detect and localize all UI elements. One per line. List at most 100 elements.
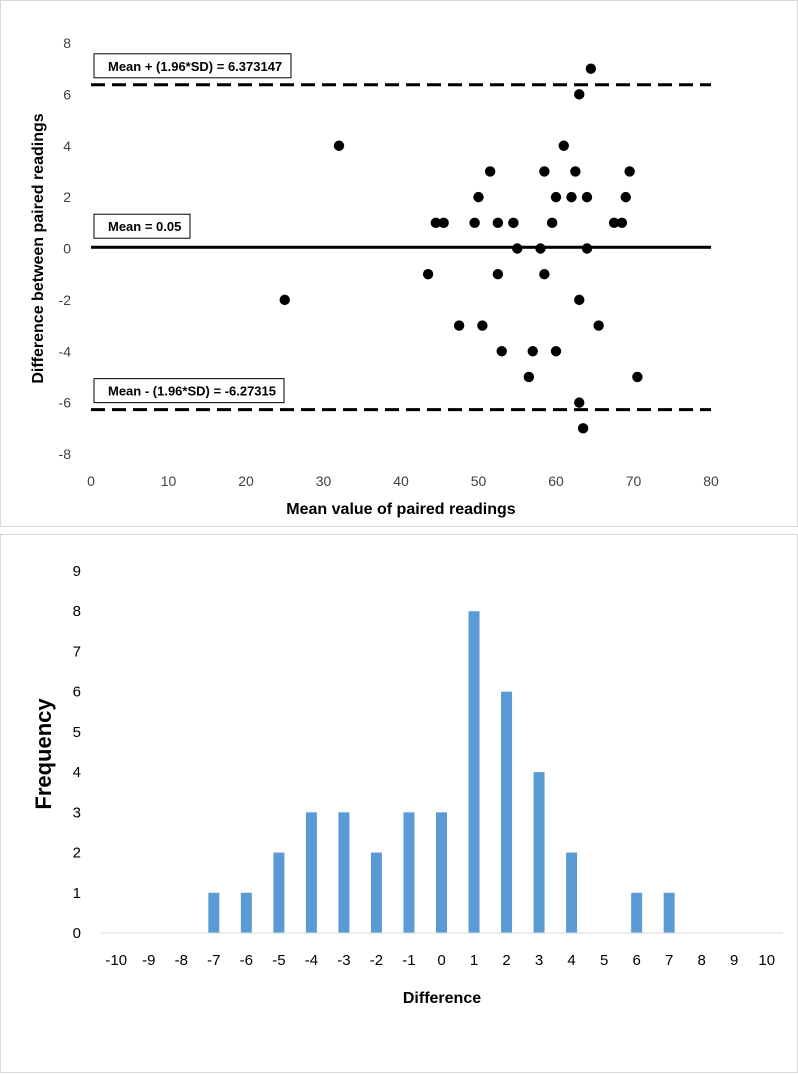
bar-2 (501, 691, 513, 933)
y-tick-label: -8 (59, 446, 72, 462)
data-point (574, 294, 585, 306)
bar--2 (370, 852, 382, 933)
y-tick-label: 8 (73, 603, 81, 620)
data-point (539, 166, 550, 177)
y-tick-label: 8 (63, 35, 71, 51)
x-tick-label: 4 (567, 952, 575, 969)
x-tick-label: 10 (758, 952, 775, 969)
x-tick-label: -4 (305, 952, 318, 969)
data-point (574, 397, 585, 408)
x-tick-label: 0 (437, 952, 445, 969)
bar--7 (208, 892, 220, 933)
data-point (574, 89, 585, 100)
reference-label-text: Mean = 0.05 (108, 219, 181, 234)
data-point (333, 140, 345, 151)
y-tick-label: 2 (73, 845, 81, 862)
data-points (279, 63, 643, 434)
x-tick-label: 20 (238, 473, 254, 489)
data-point (492, 268, 504, 280)
y-tick-label: 7 (73, 643, 81, 660)
x-tick-label: 80 (703, 473, 719, 489)
data-point (508, 217, 519, 229)
x-tick-label: -9 (142, 952, 155, 969)
bar-1 (468, 611, 480, 933)
y-tick-label: 5 (73, 724, 81, 741)
bar-0 (436, 812, 447, 933)
x-tick-label: 5 (600, 952, 608, 969)
x-tick-label: 9 (730, 952, 738, 969)
x-tick-label: 10 (161, 473, 177, 489)
label-box-border (93, 378, 285, 404)
x-tick-label: -10 (105, 952, 127, 969)
data-point (453, 320, 465, 331)
reference-line-labels: Mean + (1.96*SD) = 6.373147 Mean = 0.05 Me… (93, 53, 292, 404)
x-tick-labels: 0 10 20 30 40 50 60 70 80 (87, 473, 719, 489)
data-point (484, 166, 496, 177)
y-tick-label: 6 (63, 86, 71, 102)
reference-label-box-upper: Mean + (1.96*SD) = 6.373147 (93, 53, 292, 79)
bar-7 (663, 892, 675, 933)
data-point (608, 217, 620, 229)
bar--6 (240, 892, 252, 933)
x-tick-label: 30 (316, 473, 332, 489)
bland-altman-chart-panel: 8 6 4 2 0 -2 -4 -6 -8 0 10 20 30 40 50 60 70 80 Mean + (… (0, 0, 798, 527)
y-axis-title: Difference between paired readings (30, 113, 47, 383)
data-point (539, 268, 550, 280)
data-point (279, 294, 290, 306)
x-tick-label: 6 (632, 952, 640, 969)
x-axis-title: Difference (403, 990, 481, 1007)
data-point (492, 217, 504, 229)
data-point (558, 140, 569, 151)
bar-6 (631, 892, 643, 933)
data-point (496, 346, 507, 357)
y-tick-label: -2 (59, 292, 72, 308)
data-point (585, 63, 597, 74)
y-tick-label: 0 (73, 925, 81, 942)
x-tick-label: -2 (370, 952, 383, 969)
data-point (527, 346, 538, 357)
x-tick-label: 7 (665, 952, 673, 969)
x-tick-label: 70 (626, 473, 642, 489)
x-tick-label: 8 (698, 952, 706, 969)
data-point (473, 191, 484, 203)
x-tick-labels: -10 -9 -8 -7 -6 -5 -4 -3 -2 -1 0 1 2 3 4 5 6 7 8 9 10 (105, 952, 775, 969)
y-tick-labels: 0 1 2 3 4 5 6 7 8 9 (73, 563, 81, 942)
y-tick-label: 4 (73, 764, 81, 781)
data-point (570, 166, 581, 177)
bar--3 (338, 812, 350, 933)
y-tick-label: -4 (59, 343, 72, 359)
x-tick-label: -6 (240, 952, 253, 969)
data-point (581, 191, 593, 203)
y-tick-label: -6 (59, 395, 72, 411)
data-point (566, 191, 577, 203)
x-tick-label: 3 (535, 952, 543, 969)
y-tick-label: 6 (73, 684, 81, 701)
reference-label-text: Mean - (1.96*SD) = -6.27315 (108, 384, 276, 399)
x-tick-label: -5 (272, 952, 285, 969)
x-tick-label: 40 (393, 473, 409, 489)
x-axis-title: Mean value of paired readings (286, 501, 516, 518)
data-point (593, 320, 604, 331)
data-point (422, 268, 434, 280)
y-tick-label: 2 (63, 189, 71, 205)
reference-label-box-mean: Mean = 0.05 (93, 213, 191, 239)
x-tick-label: -3 (337, 952, 350, 969)
data-point (535, 243, 546, 254)
y-axis-title: Frequency (31, 698, 56, 810)
reference-label-box-lower: Mean - (1.96*SD) = -6.27315 (93, 378, 285, 404)
data-point (523, 371, 535, 383)
x-tick-label: -8 (175, 952, 188, 969)
x-tick-label: -7 (207, 952, 220, 969)
bar--1 (403, 812, 415, 933)
bar--4 (305, 812, 317, 933)
data-point (438, 217, 449, 229)
label-box-border (93, 213, 191, 239)
y-tick-labels: 8 6 4 2 0 -2 -4 -6 -8 (59, 35, 72, 462)
label-box-border (93, 53, 292, 79)
reference-label-text: Mean + (1.96*SD) = 6.373147 (108, 59, 282, 74)
bar-3 (533, 772, 545, 933)
y-tick-label: 9 (73, 563, 81, 580)
y-tick-label: 3 (73, 804, 81, 821)
